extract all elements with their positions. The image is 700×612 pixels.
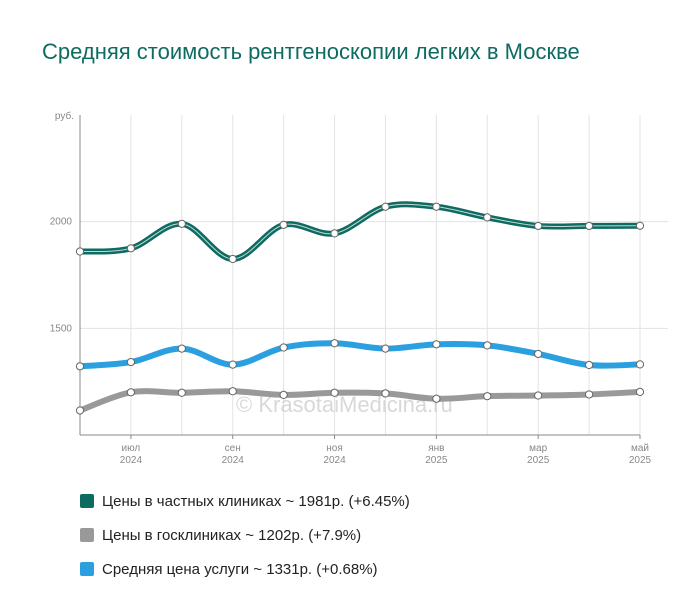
data-point — [534, 221, 543, 231]
data-point — [432, 394, 441, 403]
x-tick-month: ноя — [326, 443, 343, 454]
data-point — [381, 344, 390, 353]
legend: Цены в частных клиниках ~ 1981р. (+6.45%… — [80, 484, 410, 586]
data-point — [126, 388, 136, 397]
data-point — [432, 340, 441, 349]
legend-swatch — [80, 562, 94, 576]
x-tick-year: 2025 — [527, 455, 550, 466]
data-point — [432, 202, 441, 211]
data-point — [381, 202, 390, 211]
axes: 15002000руб.июл2024сен2024ноя2024янв2025… — [50, 110, 652, 466]
data-point — [330, 339, 339, 348]
data-point — [177, 344, 186, 353]
legend-label: Средняя цена услуги ~ 1331р. (+0.68%) — [102, 560, 378, 578]
chart-title: Средняя стоимость рентгеноскопии легких … — [42, 39, 580, 64]
data-point — [279, 220, 288, 229]
data-point — [228, 254, 237, 264]
y-tick-label: 1500 — [50, 323, 73, 334]
x-tick-year: 2024 — [323, 455, 346, 466]
series-line-1 — [77, 388, 643, 414]
series-line-0 — [77, 201, 643, 263]
x-tick-year: 2025 — [629, 455, 652, 466]
data-point — [381, 389, 390, 398]
data-point — [75, 406, 85, 415]
line-chart: © KrasotaiMedicina.ru 15002000руб.июл202… — [50, 110, 668, 466]
series-line-2 — [77, 340, 643, 370]
legend-label: Цены в частных клиниках ~ 1981р. (+6.45%… — [102, 492, 410, 510]
data-point — [228, 360, 237, 369]
x-tick-month: сен — [225, 443, 241, 454]
data-point — [635, 221, 645, 230]
x-tick-month: май — [631, 443, 649, 454]
x-tick-year: 2024 — [120, 455, 143, 466]
data-point — [483, 213, 492, 222]
legend-swatch — [80, 528, 94, 542]
data-point — [228, 387, 237, 396]
x-tick-month: июл — [122, 443, 141, 454]
data-point — [584, 390, 594, 399]
data-point — [126, 357, 136, 367]
data-point — [279, 343, 288, 352]
legend-item[interactable]: Цены в частных клиниках ~ 1981р. (+6.45%… — [80, 484, 410, 518]
data-point — [635, 387, 645, 397]
legend-item[interactable]: Средняя цена услуги ~ 1331р. (+0.68%) — [80, 552, 410, 586]
x-tick-month: мар — [529, 443, 547, 454]
data-point — [330, 229, 339, 238]
data-point — [75, 247, 85, 256]
data-point — [483, 392, 492, 401]
data-point — [483, 341, 492, 350]
series-points — [75, 202, 645, 415]
data-point — [534, 349, 543, 359]
x-tick-month: янв — [428, 443, 444, 454]
legend-label: Цены в госклиниках ~ 1202р. (+7.9%) — [102, 526, 362, 544]
data-point — [330, 388, 339, 397]
y-axis-label: руб. — [55, 110, 74, 122]
data-point — [177, 219, 186, 228]
data-point — [126, 244, 136, 253]
data-point — [534, 391, 543, 400]
y-tick-label: 2000 — [50, 217, 73, 228]
grid — [79, 115, 668, 435]
data-point — [75, 362, 85, 371]
x-tick-year: 2025 — [425, 455, 448, 466]
series-lines — [77, 201, 643, 414]
data-point — [584, 221, 594, 231]
data-point — [279, 390, 288, 399]
legend-swatch — [80, 494, 94, 508]
data-point — [584, 360, 594, 370]
data-point — [635, 360, 645, 369]
legend-item[interactable]: Цены в госклиниках ~ 1202р. (+7.9%) — [80, 518, 410, 552]
data-point — [177, 388, 186, 397]
x-tick-year: 2024 — [222, 455, 245, 466]
